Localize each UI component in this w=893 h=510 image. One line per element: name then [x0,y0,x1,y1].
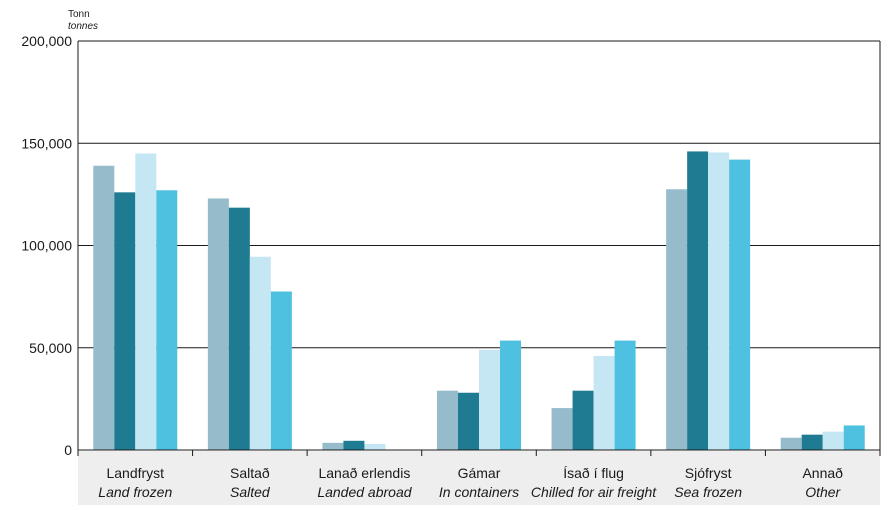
x-tick-label: Gámar [458,465,501,481]
unit-label: Tonn [68,9,90,20]
x-tick-label-en: Chilled for air freight [531,484,657,500]
y-tick-label: 50,000 [29,340,72,356]
x-tick-label-en: Salted [230,484,271,500]
bar [343,440,365,450]
category-band [78,451,880,505]
bar [437,390,458,450]
bar [666,189,688,450]
x-tick-label: Lanað erlendis [318,465,410,481]
bar [249,256,271,450]
unit-label-en: tonnes [68,21,99,32]
y-tick-label: 150,000 [21,135,72,151]
bar [708,152,730,450]
y-tick-label: 0 [64,442,72,458]
bar [479,349,500,450]
bar [156,190,178,450]
bar [322,442,344,450]
x-tick-label-en: Sea frozen [674,484,742,500]
bar [364,443,386,450]
x-tick-label: Saltað [230,465,270,481]
x-tick-label: Ísað í flug [563,465,624,481]
bar [780,437,802,450]
bar [843,425,865,450]
bar [114,192,136,450]
bar [551,408,573,450]
bar [822,431,844,450]
bar [207,198,229,450]
x-tick-label-en: Land frozen [98,484,172,500]
x-tick-label: Sjófryst [685,465,732,481]
bar [593,355,615,450]
bar [572,390,594,450]
x-tick-label: Annað [802,465,843,481]
x-tick-label-en: In containers [439,484,519,500]
bar [228,207,250,450]
bar [614,340,636,450]
bar [458,392,479,450]
bar [93,165,115,450]
x-tick-label-en: Other [805,484,841,500]
bar [801,434,823,450]
bar [729,159,751,451]
y-tick-label: 200,000 [21,33,72,49]
y-tick-label: 100,000 [21,238,72,254]
bar [687,151,709,450]
bar [500,340,521,450]
x-tick-label-en: Landed abroad [317,484,412,500]
bar [135,153,157,450]
bar [270,291,292,450]
x-tick-label: Landfryst [106,465,164,481]
